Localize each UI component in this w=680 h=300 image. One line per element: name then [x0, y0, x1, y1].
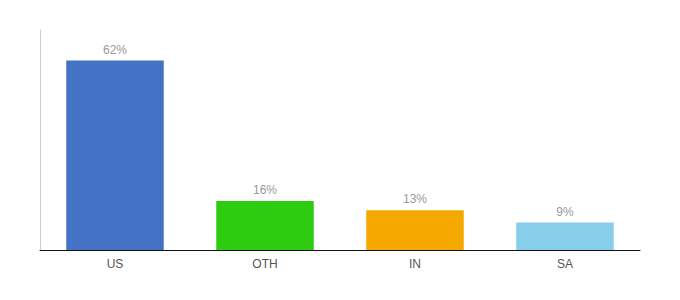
svg-text:IN: IN — [409, 257, 421, 271]
svg-text:16%: 16% — [253, 183, 277, 197]
svg-text:US: US — [107, 257, 124, 271]
svg-text:9%: 9% — [556, 205, 574, 219]
svg-text:13%: 13% — [403, 192, 427, 206]
svg-text:OTH: OTH — [252, 257, 277, 271]
svg-text:SA: SA — [557, 257, 573, 271]
svg-text:62%: 62% — [103, 43, 127, 57]
